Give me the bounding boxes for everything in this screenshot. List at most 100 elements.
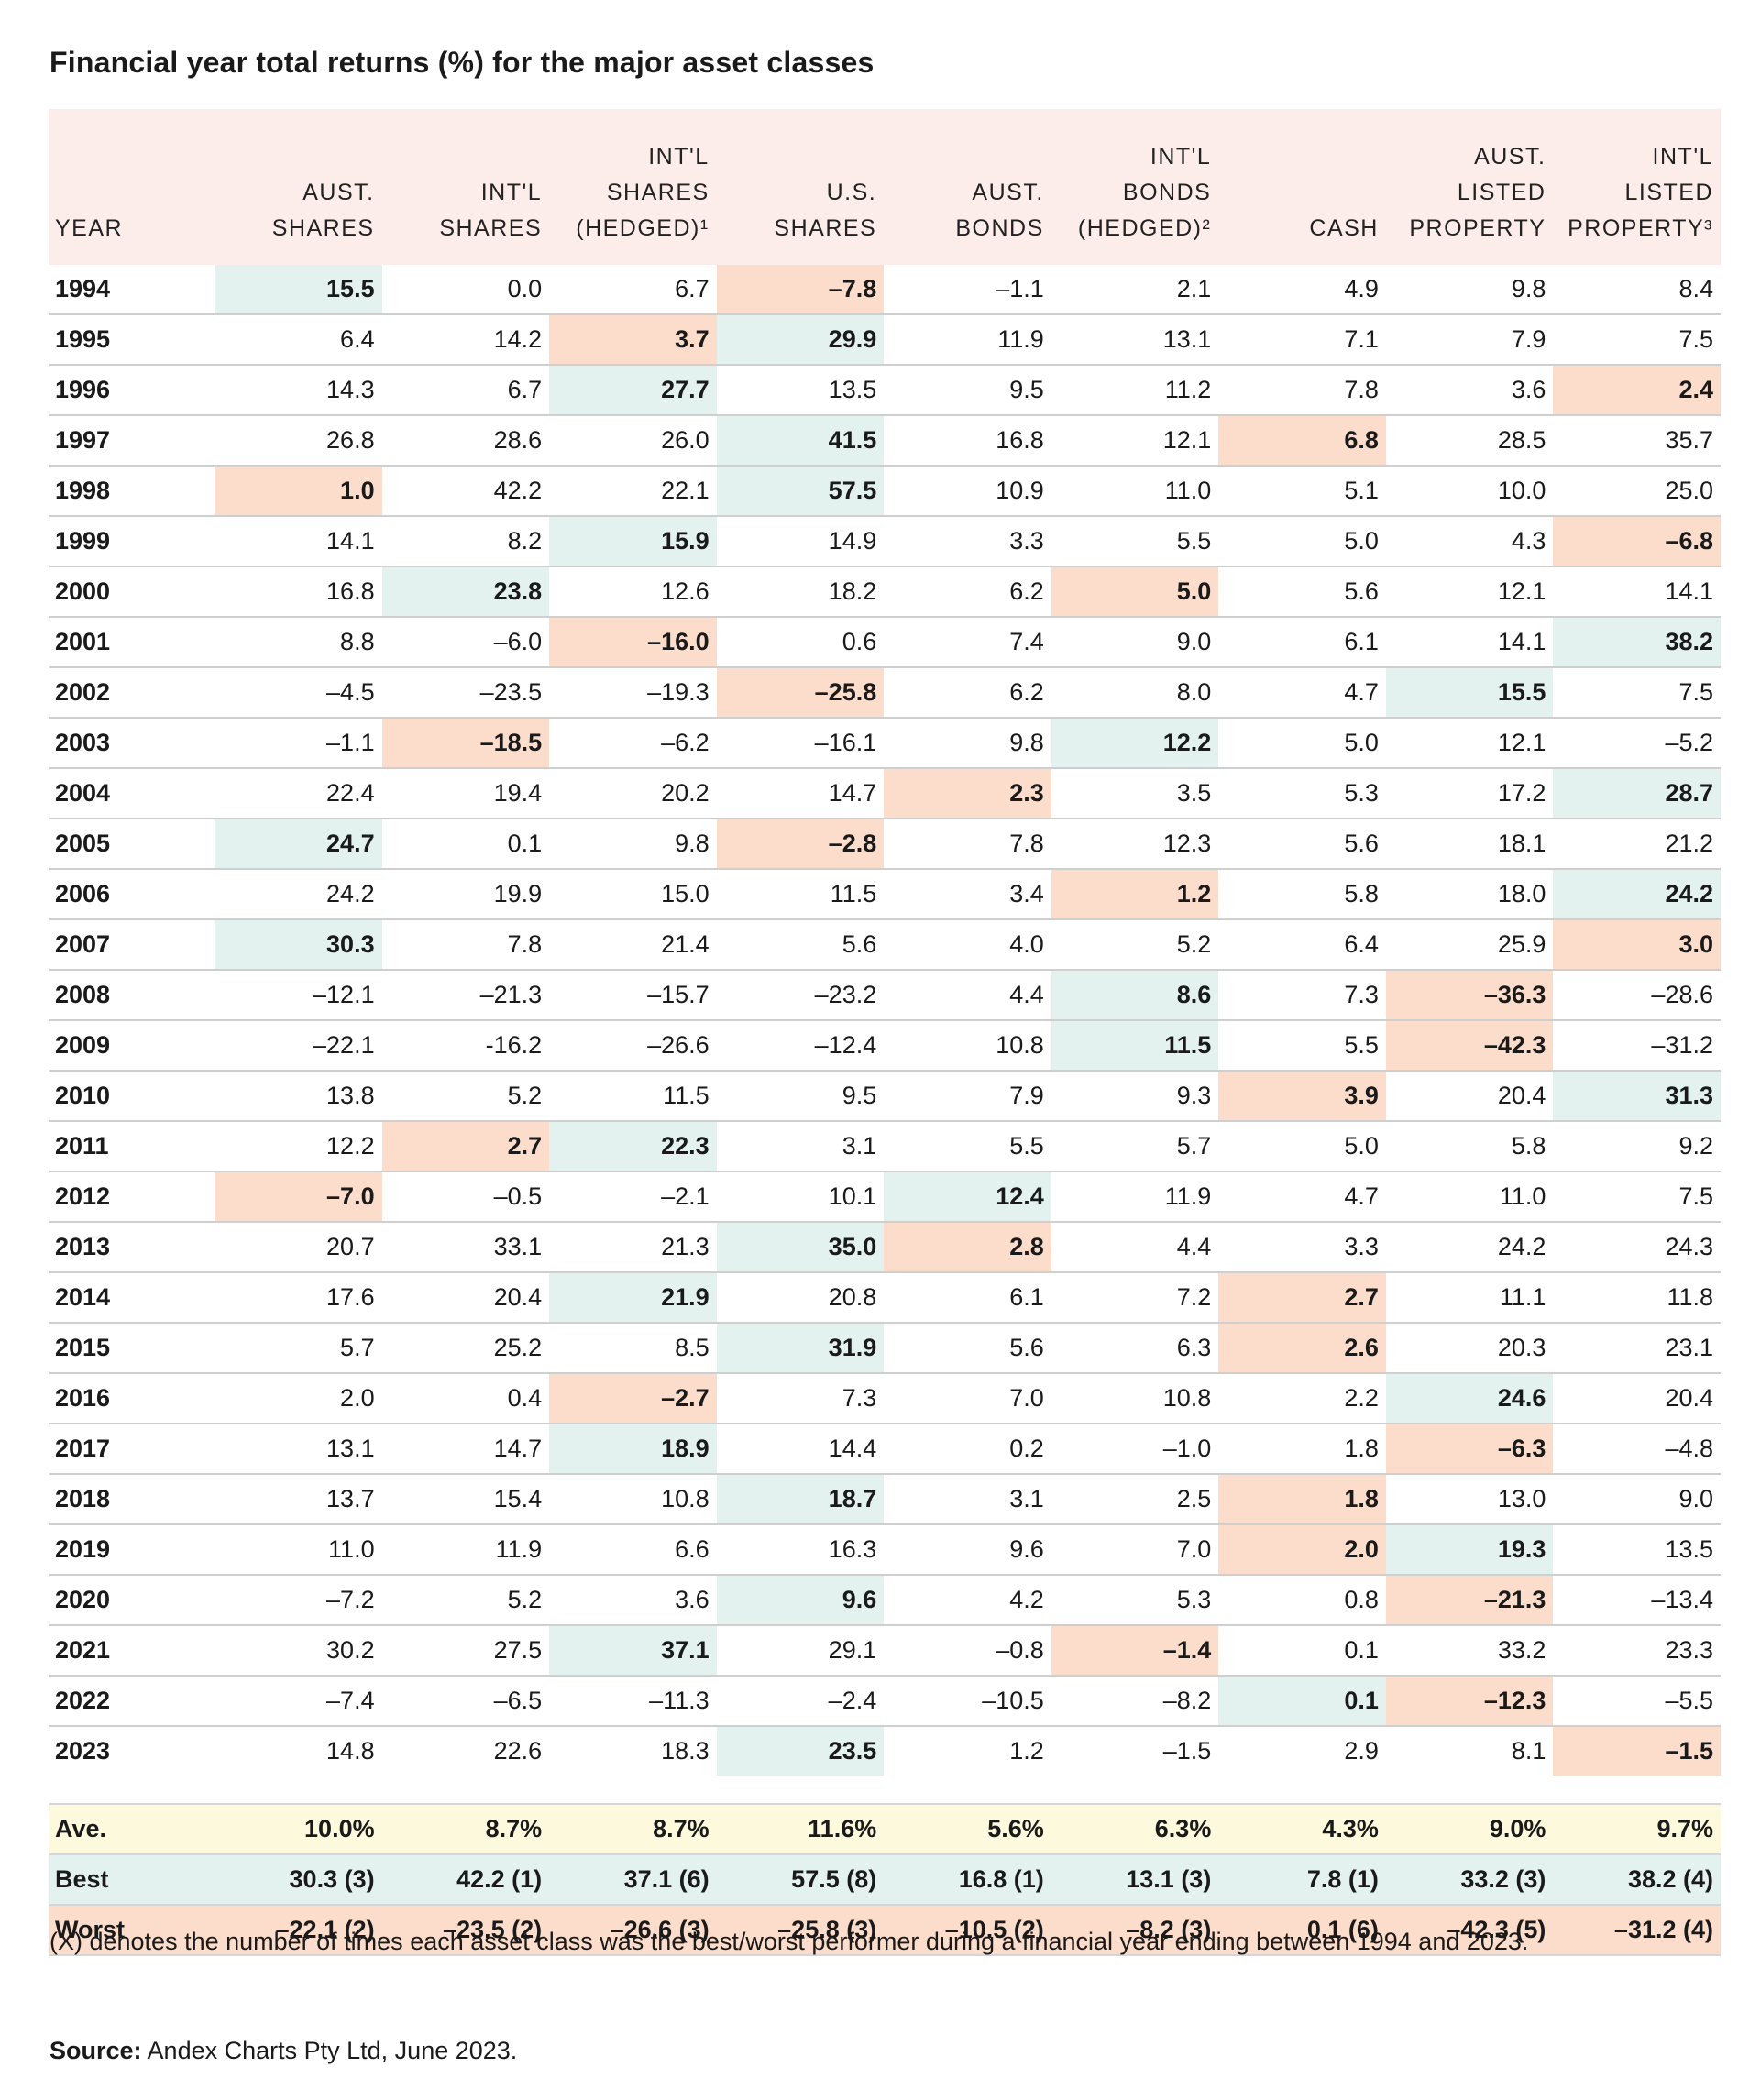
value-cell: 6.3 — [1050, 1323, 1219, 1374]
value-cell: 7.5 — [1553, 667, 1721, 719]
value-cell: 0.1 — [1218, 1625, 1386, 1677]
value-cell: –0.5 — [381, 1171, 550, 1223]
average-row-cell: 4.3% — [1218, 1803, 1386, 1855]
value-cell: 2.0 — [214, 1373, 382, 1424]
value-cell: 16.3 — [716, 1524, 885, 1576]
header-col-7-l2: LISTED — [1457, 180, 1546, 205]
worst-value-cell: 2.7 — [1218, 1272, 1386, 1324]
best-value-cell: 41.5 — [716, 415, 885, 467]
value-cell: 3.5 — [1050, 768, 1219, 819]
worst-value-cell: 1.2 — [1050, 869, 1219, 920]
value-cell: 3.1 — [716, 1121, 885, 1172]
value-cell: 11.5 — [549, 1071, 717, 1122]
value-cell: –31.2 — [1553, 1020, 1721, 1072]
value-cell: 11.1 — [1385, 1272, 1554, 1324]
table-row: 1996 14.3 6.7 27.7 13.5 9.5 11.2 7.8 3.6 2.4 — [50, 365, 1721, 416]
value-cell: 16.8 — [884, 415, 1051, 467]
value-cell: -16.2 — [381, 1020, 550, 1072]
table-row: 1999 14.1 8.2 15.9 14.9 3.3 5.5 5.0 4.3 –6.8 — [50, 516, 1721, 567]
value-cell: 5.3 — [1218, 768, 1386, 819]
value-cell: 11.0 — [1050, 466, 1219, 517]
value-cell: 13.5 — [716, 365, 885, 416]
average-row-cell: 6.3% — [1050, 1803, 1219, 1855]
value-cell: 21.4 — [549, 919, 717, 971]
header-col-1-l3: SHARES — [439, 215, 543, 241]
value-cell: 4.7 — [1218, 1171, 1386, 1223]
table-row: 2020 –7.2 5.2 3.6 9.6 4.2 5.3 0.8 –21.3 –13.4 — [50, 1575, 1721, 1626]
value-cell: –11.3 — [549, 1676, 717, 1727]
year-cell: 2014 — [50, 1272, 215, 1324]
year-cell: 2004 — [50, 768, 215, 819]
best-value-cell: 9.6 — [716, 1575, 885, 1626]
value-cell: 35.7 — [1553, 415, 1721, 467]
value-cell: 22.6 — [493, 1737, 543, 1765]
value-cell: 5.5 — [1218, 1020, 1386, 1072]
best-row-cell: 38.2 (4) — [1553, 1854, 1721, 1906]
year-cell: 2013 — [50, 1222, 215, 1273]
value-cell: 7.3 — [1218, 970, 1386, 1021]
value-cell: 13.7 — [214, 1474, 382, 1525]
value-cell: –1.0 — [1050, 1424, 1219, 1475]
value-cell: 19.4 — [381, 768, 550, 819]
value-cell: 12.3 — [1050, 819, 1219, 870]
year-cell: 2017 — [50, 1424, 215, 1475]
table-row: 2004 22.4 19.4 20.2 14.7 2.3 3.5 5.3 17.2 28.7 — [50, 768, 1721, 819]
table-row: 2013 20.7 33.1 21.3 35.0 2.8 4.4 3.3 24.2 24.3 — [50, 1222, 1721, 1273]
value-cell: 5.7 — [214, 1323, 382, 1374]
value-cell: 12.2 — [214, 1121, 382, 1172]
worst-row: Worst –22.1 (2) –23.5 (2) –26.6 (3) –25.8 (3… — [50, 1905, 1721, 1956]
best-row-cell: 42.2 (1) — [381, 1854, 550, 1906]
table-row: 2018 13.7 15.4 10.8 18.7 3.1 2.5 1.8 13.0 9.0 — [50, 1474, 1721, 1525]
value-cell: 1.2 — [1009, 1737, 1044, 1765]
worst-value-cell: –36.3 — [1385, 970, 1554, 1021]
value-cell: 14.1 — [1553, 566, 1721, 618]
average-row-cell: 8.7% — [381, 1803, 550, 1855]
value-cell: 25.9 — [1385, 919, 1554, 971]
table-row: 2006 24.2 19.9 15.0 11.5 3.4 1.2 5.8 18.0 24.2 — [50, 869, 1721, 920]
worst-value-cell: –7.8 — [716, 265, 885, 315]
value-cell: 14.1 — [1385, 617, 1554, 668]
year-cell: 2001 — [50, 617, 215, 668]
value-cell: –6.2 — [549, 718, 717, 769]
header-col-7-l3: PROPERTY — [1409, 215, 1546, 241]
value-cell: 8.5 — [549, 1323, 717, 1374]
year-cell: 1998 — [50, 466, 215, 517]
value-cell: 4.2 — [884, 1575, 1051, 1626]
worst-row-cell: –22.1 (2) — [214, 1905, 382, 1956]
value-cell: 11.0 — [214, 1524, 382, 1576]
value-cell: –8.2 — [1050, 1676, 1219, 1727]
worst-value-cell: –2.8 — [716, 819, 885, 870]
average-row-cell: 8.7% — [549, 1803, 717, 1855]
value-cell: 5.0 — [1218, 516, 1386, 567]
value-cell: 20.4 — [381, 1272, 550, 1324]
header-col-2-l1: INT'L — [648, 144, 710, 170]
value-cell: 28.6 — [381, 415, 550, 467]
worst-value-cell: –25.8 — [716, 667, 885, 719]
value-cell: 7.3 — [716, 1373, 885, 1424]
value-cell: 14.8 — [326, 1737, 375, 1765]
value-cell: 5.5 — [1050, 516, 1219, 567]
value-cell: 5.1 — [1218, 466, 1386, 517]
year-cell: 2015 — [50, 1323, 215, 1374]
worst-row-cell: –23.5 (2) — [381, 1905, 550, 1956]
year-cell: 2023 — [55, 1737, 111, 1765]
header-col-0-l2: AUST. — [302, 180, 375, 205]
value-cell: 11.2 — [1050, 365, 1219, 416]
value-cell: 21.2 — [1553, 819, 1721, 870]
year-cell: 1997 — [50, 415, 215, 467]
value-cell: –16.1 — [716, 718, 885, 769]
value-cell: 28.5 — [1385, 415, 1554, 467]
value-cell: 7.8 — [884, 819, 1051, 870]
header-col-3-l3: SHARES — [774, 215, 877, 241]
header-col-3: U.S. SHARES — [716, 109, 885, 265]
value-cell: 14.4 — [716, 1424, 885, 1475]
value-cell: 4.4 — [1050, 1222, 1219, 1273]
table-row: 2000 16.8 23.8 12.6 18.2 6.2 5.0 5.6 12.1 14.1 — [50, 566, 1721, 618]
best-row-cell: 57.5 (8) — [716, 1854, 885, 1906]
value-cell: 0.2 — [884, 1424, 1051, 1475]
worst-value-cell: –42.3 — [1385, 1020, 1554, 1072]
value-cell: 5.0 — [1218, 1121, 1386, 1172]
value-cell: 10.8 — [1050, 1373, 1219, 1424]
value-cell: 9.6 — [884, 1524, 1051, 1576]
value-cell: 5.2 — [1050, 919, 1219, 971]
